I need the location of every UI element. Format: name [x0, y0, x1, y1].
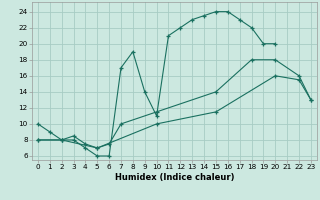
X-axis label: Humidex (Indice chaleur): Humidex (Indice chaleur) [115, 173, 234, 182]
